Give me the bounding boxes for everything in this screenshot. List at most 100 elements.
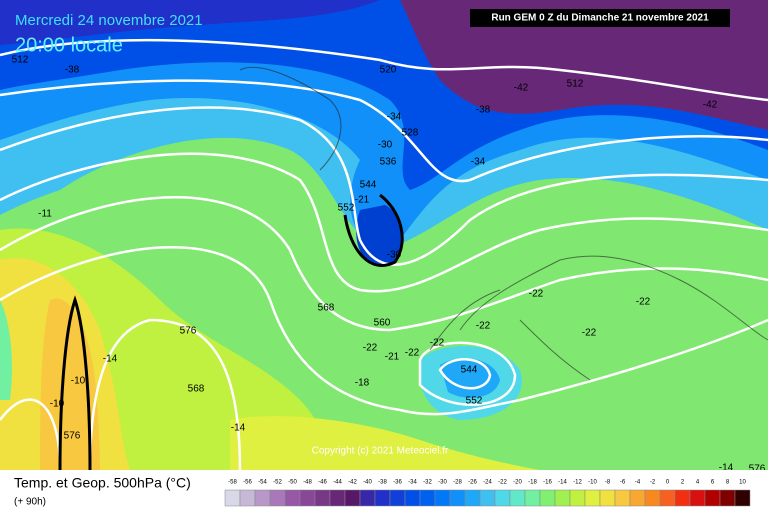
footer-lead: (+ 90h)	[14, 497, 46, 508]
contour-label: -22	[529, 289, 544, 300]
copyright: Copyright (c) 2021 Meteociel.fr	[312, 446, 449, 457]
scale-swatch	[629, 489, 646, 507]
isotherm-bold	[58, 193, 404, 470]
scale-swatch	[419, 489, 436, 507]
contour-label: -34	[471, 157, 486, 168]
scale-label: -18	[528, 480, 537, 486]
contour-label: -22	[430, 338, 445, 349]
scale-label: -52	[273, 480, 282, 486]
contour-label: 576	[180, 326, 197, 337]
contour-label: 544	[360, 180, 377, 191]
contour-label: 552	[338, 203, 355, 214]
scale-label: 10	[739, 480, 746, 486]
contour-label: 560	[374, 318, 391, 329]
scale-swatch	[479, 489, 496, 507]
scale-label: -2	[650, 480, 656, 486]
scale-label: 8	[726, 480, 730, 486]
scale-swatch	[689, 489, 706, 507]
scale-swatch	[389, 489, 406, 507]
contour-label: 568	[318, 303, 335, 314]
scale-label: -58	[228, 480, 237, 486]
scale-swatch	[314, 489, 331, 507]
scale-label: -30	[438, 480, 447, 486]
contour-label: -30	[378, 140, 393, 151]
scale-swatch	[569, 489, 586, 507]
contour-label: -34	[387, 112, 402, 123]
geopotential-contours	[0, 38, 768, 470]
scale-swatch	[659, 489, 676, 507]
scale-swatch	[344, 489, 361, 507]
scale-swatch	[329, 489, 346, 507]
scale-swatch	[539, 489, 556, 507]
scale-label: -22	[498, 480, 507, 486]
contour-label: 544	[461, 365, 478, 376]
scale-label: -14	[558, 480, 567, 486]
contour-label: 528	[402, 128, 419, 139]
scale-label: 0	[666, 480, 670, 486]
scale-swatch	[434, 489, 451, 507]
contour-label: 536	[380, 157, 397, 168]
scale-swatch	[464, 489, 481, 507]
contour-label: 576	[749, 464, 766, 475]
scale-label: 2	[681, 480, 685, 486]
contour-label: -42	[514, 83, 529, 94]
contour-label: -10	[50, 399, 65, 410]
contour-label: -22	[636, 297, 651, 308]
scale-label: -44	[333, 480, 342, 486]
scale-label: -8	[605, 480, 611, 486]
contour-label: 576	[64, 431, 81, 442]
contour-label: 552	[466, 396, 483, 407]
scale-label: 6	[711, 480, 715, 486]
scale-swatch	[509, 489, 526, 507]
forecast-date: Mercredi 24 novembre 2021	[15, 12, 203, 29]
contour-label: 512	[567, 79, 584, 90]
scale-label: -40	[363, 480, 372, 486]
scale-label: -56	[243, 480, 252, 486]
scale-label: -32	[423, 480, 432, 486]
run-box	[470, 9, 730, 27]
scale-swatch	[374, 489, 391, 507]
contour-label: -38	[476, 105, 491, 116]
contour-label: -21	[355, 195, 370, 206]
scale-label: -36	[393, 480, 402, 486]
scale-swatch	[239, 489, 256, 507]
scale-label: -10	[588, 480, 597, 486]
scale-swatch	[404, 489, 421, 507]
scale-swatch	[224, 489, 241, 507]
scale-swatch	[734, 489, 751, 507]
contour-label: -11	[38, 209, 52, 220]
scale-label: -4	[635, 480, 641, 486]
scale-label: -54	[258, 480, 267, 486]
contour-label: 520	[380, 65, 397, 76]
scale-swatch	[614, 489, 631, 507]
contour-label: -10	[71, 376, 86, 387]
scale-label: -26	[468, 480, 477, 486]
scale-label: -24	[483, 480, 492, 486]
contour-label: -30	[387, 250, 402, 261]
contour-label: 568	[188, 384, 205, 395]
footer-title: Temp. et Geop. 500hPa (°C)	[14, 475, 191, 491]
contour-label: -42	[703, 100, 718, 111]
scale-swatch	[299, 489, 316, 507]
contour-label: -22	[476, 321, 491, 332]
scale-label: -12	[573, 480, 582, 486]
coastlines	[239, 66, 768, 381]
color-scale: -58 -56 -54 -52 -50 -48 -46 -44 -42 -40 -38 -36 -34-…	[224, 480, 751, 507]
scale-label: -20	[513, 480, 522, 486]
scale-label: -28	[453, 480, 462, 486]
scale-label: -46	[318, 480, 327, 486]
scale-label: -6	[620, 480, 626, 486]
scale-label: -50	[288, 480, 297, 486]
scale-swatch	[494, 489, 511, 507]
scale-label: -42	[348, 480, 357, 486]
contour-label: -14	[103, 354, 118, 365]
contour-label: -38	[65, 65, 80, 76]
scale-label: -48	[303, 480, 312, 486]
contour-label: -21	[385, 352, 400, 363]
map	[0, 0, 768, 470]
scale-swatch	[599, 489, 616, 507]
scale-swatch	[644, 489, 661, 507]
scale-swatch	[554, 489, 571, 507]
